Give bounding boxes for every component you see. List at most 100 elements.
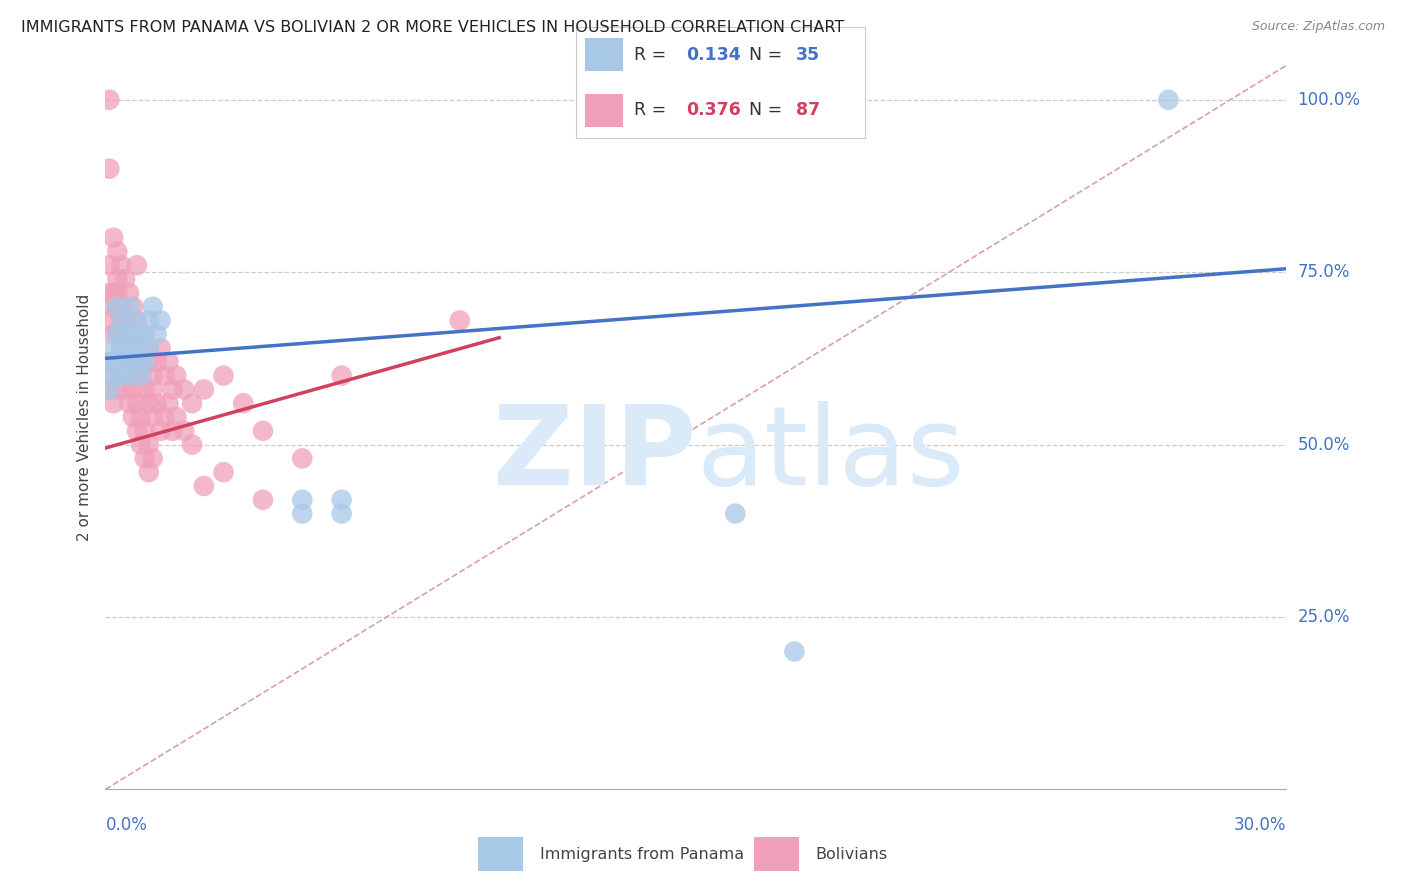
Point: [149, 424, 172, 438]
Point: [134, 424, 156, 438]
Point: [122, 410, 145, 425]
Text: Bolivians: Bolivians: [815, 847, 887, 862]
FancyBboxPatch shape: [585, 37, 623, 71]
Point: [157, 396, 180, 410]
Point: [232, 396, 254, 410]
Text: Immigrants from Panama: Immigrants from Panama: [540, 847, 744, 862]
Point: [110, 368, 132, 383]
Point: [103, 285, 125, 300]
Point: [118, 368, 141, 383]
Point: [98, 355, 121, 369]
Text: 75.0%: 75.0%: [1298, 263, 1350, 281]
Point: [212, 465, 235, 479]
Point: [291, 492, 314, 507]
Point: [122, 341, 145, 355]
Point: [118, 300, 141, 314]
Point: [110, 341, 132, 355]
Point: [134, 327, 156, 342]
Point: [110, 300, 132, 314]
Point: [145, 396, 167, 410]
Text: R =: R =: [634, 45, 666, 63]
Text: 100.0%: 100.0%: [1298, 91, 1361, 109]
Point: [114, 355, 136, 369]
Point: [98, 285, 121, 300]
Point: [110, 341, 132, 355]
Text: 0.376: 0.376: [686, 102, 741, 120]
Point: [110, 313, 132, 327]
Point: [153, 368, 176, 383]
Point: [125, 424, 148, 438]
Point: [122, 383, 145, 397]
Point: [129, 368, 152, 383]
Text: ZIP: ZIP: [492, 401, 696, 508]
Point: [291, 451, 314, 466]
Text: 50.0%: 50.0%: [1298, 435, 1350, 454]
Point: [114, 383, 136, 397]
Point: [125, 258, 148, 272]
Text: 0.134: 0.134: [686, 45, 741, 63]
Point: [145, 327, 167, 342]
Point: [105, 300, 128, 314]
Point: [142, 383, 165, 397]
Point: [134, 383, 156, 397]
Point: [125, 355, 148, 369]
Point: [98, 383, 121, 397]
Point: [118, 355, 141, 369]
Point: [103, 396, 125, 410]
Point: [105, 355, 128, 369]
Text: Source: ZipAtlas.com: Source: ZipAtlas.com: [1251, 20, 1385, 33]
Point: [110, 313, 132, 327]
Text: atlas: atlas: [696, 401, 965, 508]
Point: [98, 383, 121, 397]
Point: [118, 327, 141, 342]
Point: [142, 300, 165, 314]
Y-axis label: 2 or more Vehicles in Household: 2 or more Vehicles in Household: [76, 293, 91, 541]
Point: [125, 313, 148, 327]
Point: [138, 341, 160, 355]
Point: [122, 313, 145, 327]
Text: N =: N =: [749, 102, 783, 120]
Point: [105, 272, 128, 286]
Point: [118, 396, 141, 410]
Point: [138, 437, 160, 451]
Text: 25.0%: 25.0%: [1298, 608, 1350, 626]
Point: [162, 383, 184, 397]
Point: [134, 355, 156, 369]
Point: [173, 383, 195, 397]
Point: [105, 300, 128, 314]
Point: [98, 313, 121, 327]
Text: 35: 35: [796, 45, 820, 63]
Point: [783, 644, 806, 658]
Point: [129, 437, 152, 451]
Point: [103, 368, 125, 383]
Point: [129, 368, 152, 383]
Point: [110, 368, 132, 383]
Point: [162, 424, 184, 438]
Point: [103, 327, 125, 342]
Text: 87: 87: [796, 102, 820, 120]
Point: [193, 479, 215, 493]
Point: [252, 492, 274, 507]
Point: [142, 451, 165, 466]
Point: [252, 424, 274, 438]
Point: [165, 368, 187, 383]
Point: [145, 355, 167, 369]
Point: [114, 341, 136, 355]
Point: [105, 327, 128, 342]
Point: [129, 410, 152, 425]
FancyBboxPatch shape: [478, 837, 523, 871]
Point: [118, 285, 141, 300]
Point: [125, 396, 148, 410]
Point: [98, 93, 121, 107]
Point: [105, 285, 128, 300]
FancyBboxPatch shape: [585, 94, 623, 128]
Point: [165, 410, 187, 425]
Point: [142, 368, 165, 383]
Point: [330, 492, 353, 507]
Point: [181, 437, 204, 451]
Point: [103, 300, 125, 314]
Point: [125, 355, 148, 369]
Point: [193, 383, 215, 397]
Point: [118, 368, 141, 383]
Point: [103, 368, 125, 383]
